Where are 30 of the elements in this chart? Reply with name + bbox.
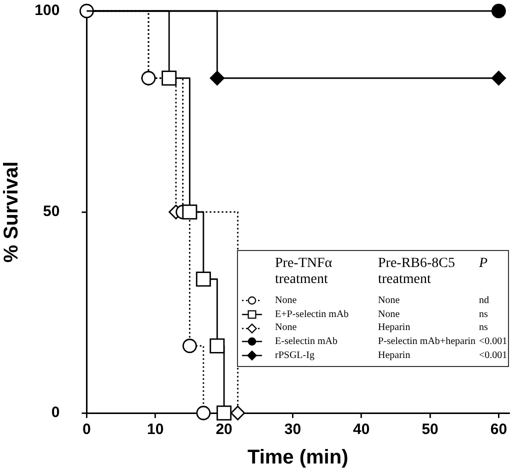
annotation: Pre-RB6-8C5 treatment <box>378 256 456 288</box>
x-tick-label: 50 <box>422 421 438 438</box>
annotation: None <box>378 308 401 322</box>
annotation: ns <box>479 321 489 336</box>
y-axis-title: % Survival <box>0 161 23 263</box>
x-tick-label: 30 <box>284 421 302 438</box>
x-tick-label: 20 <box>216 421 232 438</box>
y-tick-label: 50 <box>43 203 60 220</box>
legend-label: rPSGL-Ig <box>275 348 316 363</box>
legend-label: None <box>275 321 298 336</box>
x-axis-title: Time (min) <box>247 446 348 469</box>
annotation: ns <box>479 308 489 322</box>
legend-label: E-selectin mAb <box>275 335 338 349</box>
annotation: Heparin <box>378 321 412 336</box>
annotation: <0.001 <box>479 335 508 349</box>
y-tick-label: 100 <box>34 2 60 20</box>
legend-label: E+P-selectin mAb <box>275 308 350 322</box>
annotation: P-selectin mAb+heparin <box>378 335 477 349</box>
x-tick-label: 40 <box>353 421 370 438</box>
legend-label: None <box>275 294 298 308</box>
annotation: Heparin <box>378 348 412 363</box>
y-tick-label: 0 <box>51 404 60 422</box>
x-tick-label: 60 <box>490 421 508 438</box>
legend-title: Pre-TNFα treatment <box>275 256 334 288</box>
x-tick-label: 0 <box>82 421 91 438</box>
x-tick-label: 10 <box>147 421 164 438</box>
annotation: nd <box>479 294 490 308</box>
annotation: None <box>378 294 401 308</box>
annotation: <0.001 <box>479 348 508 363</box>
annotation: P <box>479 256 489 272</box>
